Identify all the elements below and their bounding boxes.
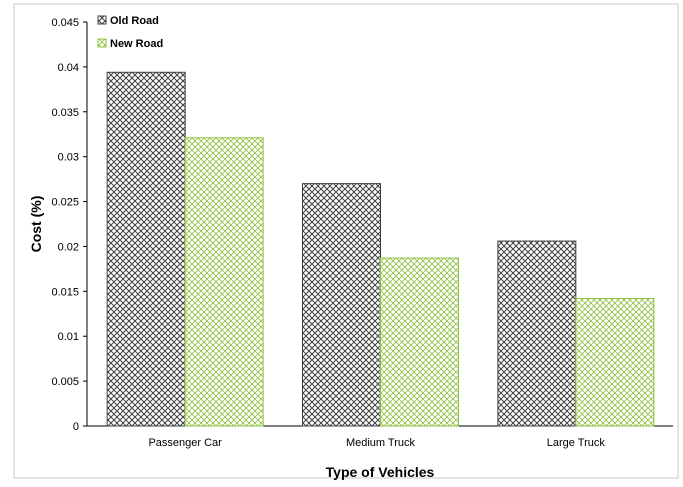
bar-new-road-large-truck [575,298,655,427]
x-axis-categories: Passenger Car Medium Truck Large Truck [148,437,605,449]
bar-new-road-medium-truck [380,257,459,427]
x-category-label: Medium Truck [346,437,416,449]
bar-new-road-passenger-car [184,137,264,427]
y-tick-label: 0 [73,421,79,433]
x-category-label: Large Truck [547,437,606,449]
bar-old-road-medium-truck [302,183,381,427]
bar-old-road-large-truck [497,240,577,427]
y-tick-label: 0.02 [58,241,79,253]
chart-border [13,3,679,479]
legend-swatch-new-road [97,38,107,48]
legend-swatch-old-road [97,15,107,25]
x-axis-title: Type of Vehicles [326,464,435,480]
x-category-label: Passenger Car [148,437,222,449]
legend: Old Road New Road [97,15,163,50]
y-axis-title: Cost (%) [28,196,44,253]
y-tick-label: 0.045 [51,17,79,29]
y-axis-ticks: 0 0.005 0.01 0.015 0.02 0.025 0.03 0.035 0.04 0.0… [51,17,87,433]
y-tick-label: 0.04 [58,62,79,74]
bars-group [106,71,655,427]
bar-old-road-passenger-car [106,71,186,427]
y-tick-label: 0.015 [51,286,79,298]
legend-label-old-road: Old Road [110,15,159,27]
y-tick-label: 0.035 [51,107,79,119]
y-tick-label: 0.005 [51,376,79,388]
y-tick-label: 0.01 [58,331,79,343]
y-tick-label: 0.025 [51,197,79,209]
y-tick-label: 0.03 [58,152,79,164]
legend-label-new-road: New Road [110,38,163,50]
